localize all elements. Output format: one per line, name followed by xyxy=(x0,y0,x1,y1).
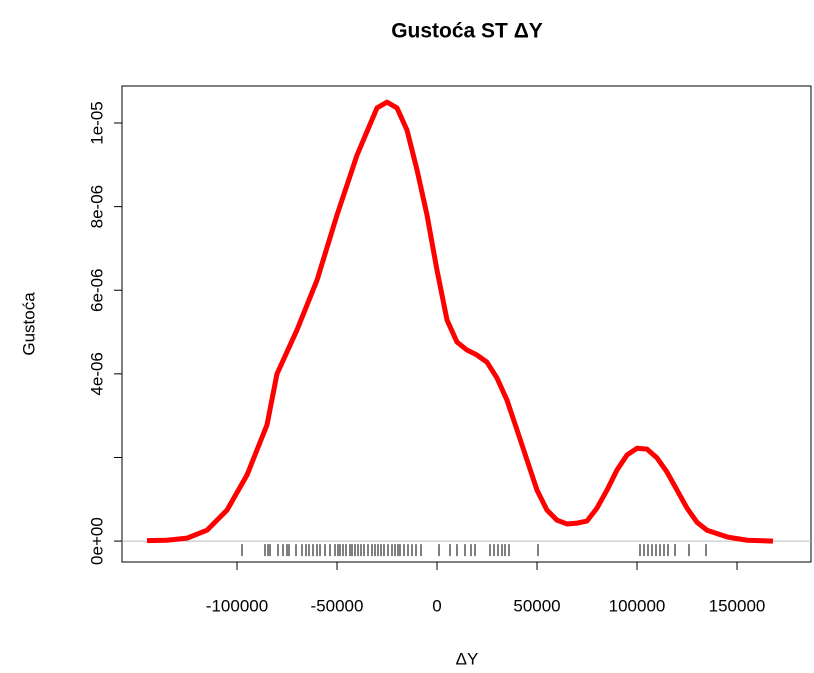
x-tick-label: 50000 xyxy=(513,596,560,615)
x-tick-label: 100000 xyxy=(609,596,666,615)
x-tick-label: -50000 xyxy=(311,596,364,615)
y-tick-label: 0e+00 xyxy=(87,517,106,565)
y-axis-label: Gustoća xyxy=(19,292,38,356)
y-tick-label: 1e-05 xyxy=(87,101,106,144)
x-tick-label: 0 xyxy=(432,596,441,615)
density-line xyxy=(146,99,774,544)
y-tick-label: 8e-06 xyxy=(87,185,106,228)
y-tick-label: 6e-06 xyxy=(87,268,106,311)
x-tick-label: -100000 xyxy=(206,596,268,615)
y-tick-label: 4e-06 xyxy=(87,352,106,395)
x-axis-label: ΔY xyxy=(456,649,479,668)
x-tick-label: 150000 xyxy=(709,596,766,615)
chart-title: Gustoća ST ΔY xyxy=(391,20,543,43)
